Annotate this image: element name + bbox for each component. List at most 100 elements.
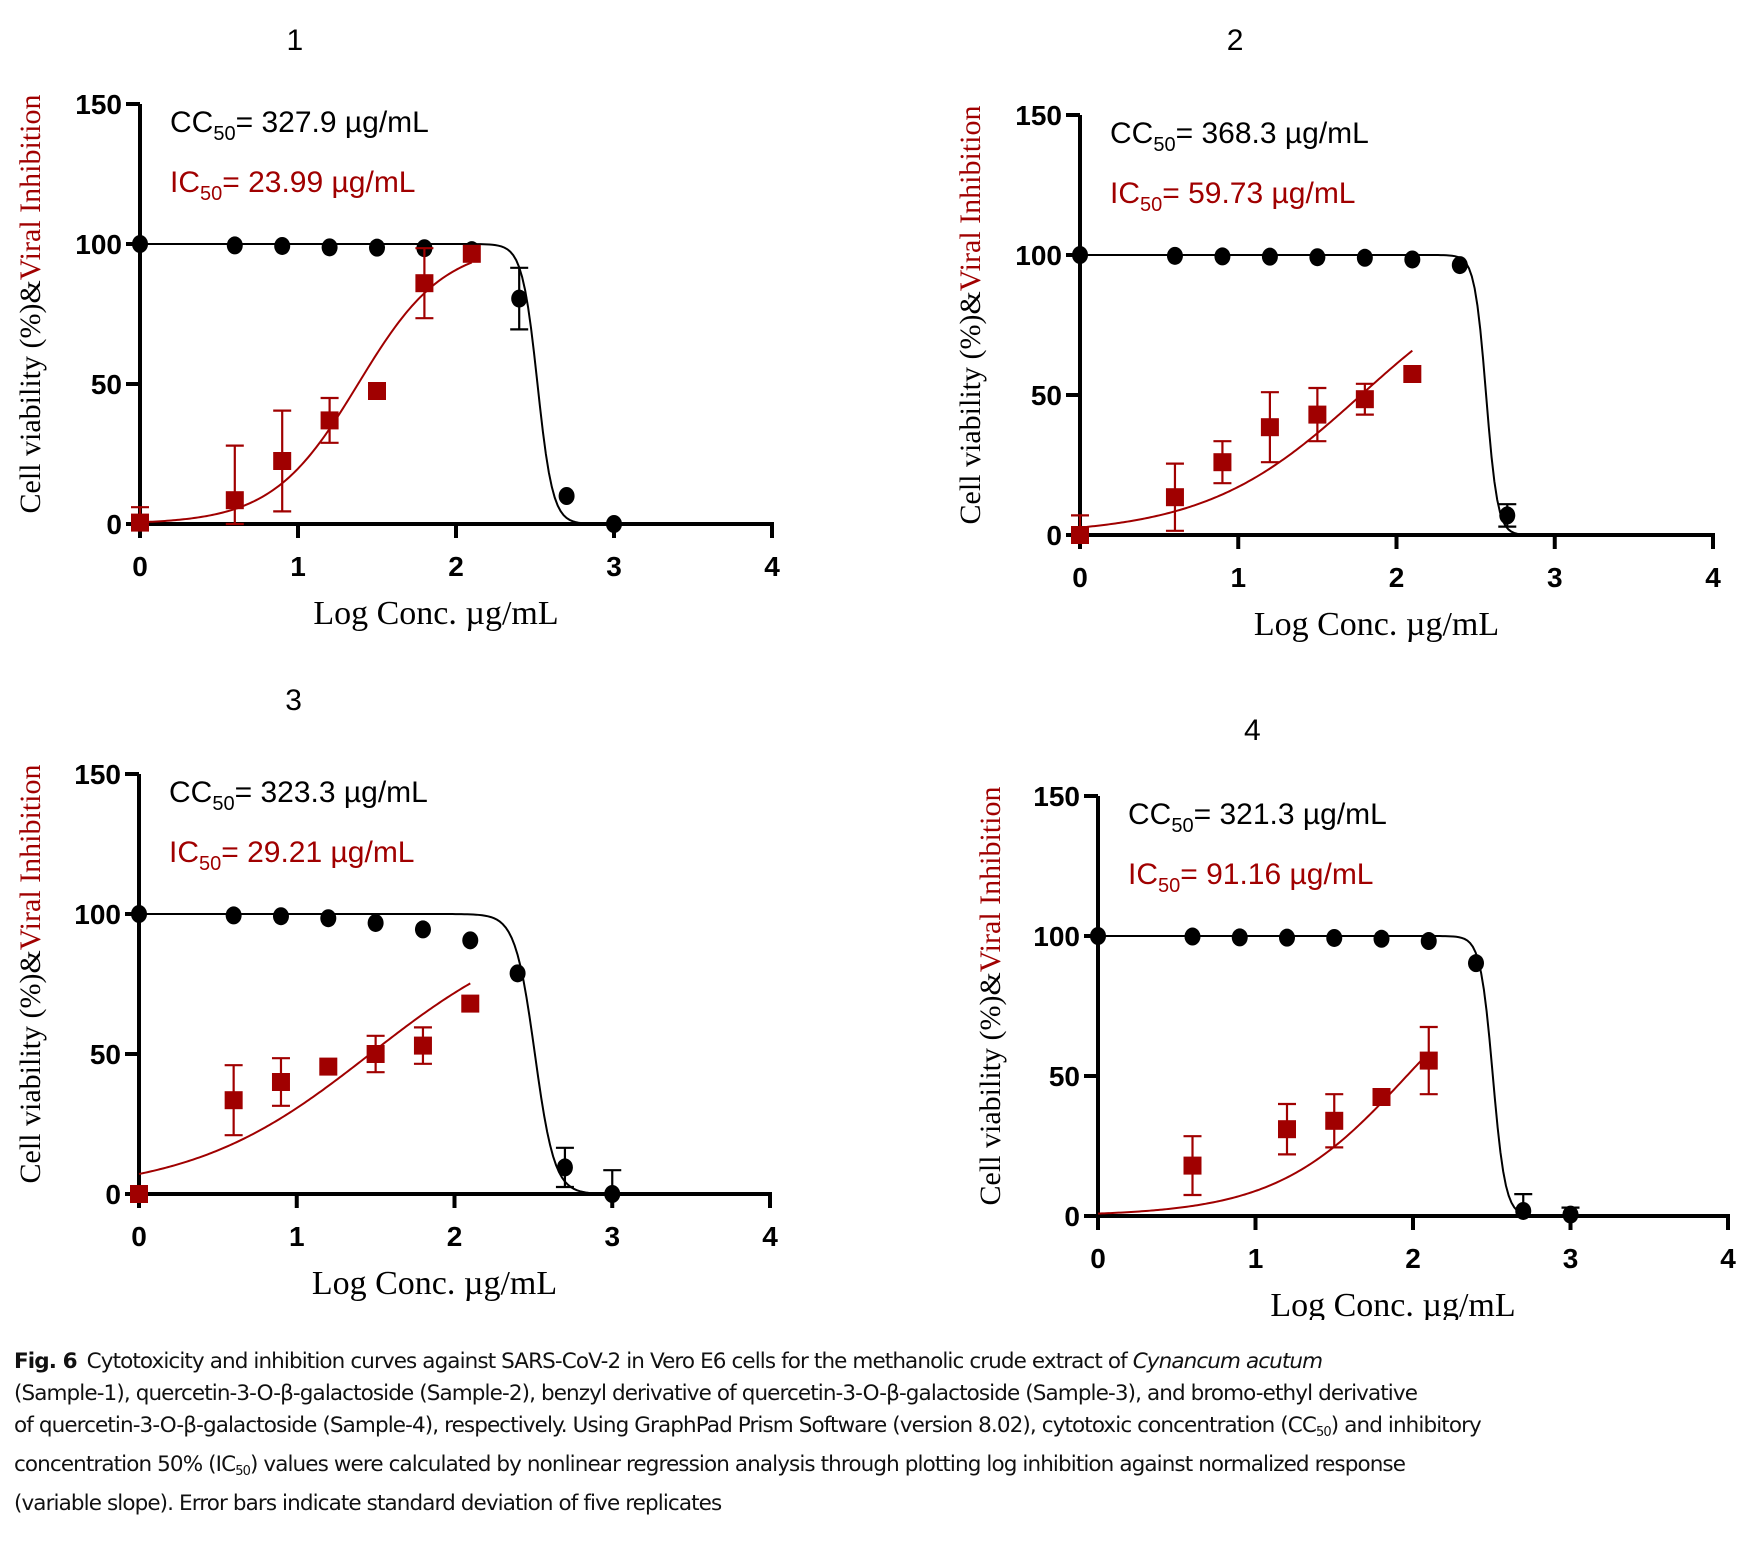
x-tick-label: 4: [764, 551, 780, 582]
viability-point: [1214, 247, 1231, 266]
ic50-annotation: IC50= 91.16 µg/mL: [1128, 858, 1374, 897]
x-tick-label: 1: [1230, 562, 1246, 593]
cc50-annotation: CC50= 321.3 µg/mL: [1128, 798, 1387, 837]
inhibition-fit-curve: [138, 982, 471, 1175]
inhibition-point: [131, 513, 149, 532]
ic50-annotation: IC50= 23.99 µg/mL: [170, 166, 416, 205]
viability-point: [1072, 246, 1088, 264]
inhibition-fit-curve: [139, 261, 473, 524]
viability-point: [1420, 932, 1437, 951]
panel-title: 3: [285, 684, 302, 717]
viability-point: [1184, 927, 1201, 946]
inhibition-point: [461, 994, 480, 1013]
viability-point: [606, 515, 622, 533]
figure-caption: Fig. 6 Cytotoxicity and inhibition curves…: [14, 1346, 1754, 1520]
x-tick-label: 2: [448, 551, 464, 582]
x-tick-label: 1: [290, 551, 306, 582]
y-tick-label: 150: [74, 759, 121, 790]
x-axis-title: Log Conc. µg/mL: [312, 1265, 557, 1302]
viability-point: [1309, 248, 1326, 267]
x-tick-label: 0: [1072, 562, 1088, 593]
y-tick-label: 100: [1033, 921, 1080, 952]
x-tick-label: 4: [762, 1221, 778, 1252]
y-tick-label: 0: [1064, 1201, 1080, 1232]
chart-panel-3: 3 0 50 100 150 0 1 2 3 4 Log Conc. µg/mL Cell viabi…: [14, 684, 778, 1302]
viability-point: [1231, 928, 1248, 947]
inhibition-point: [1071, 526, 1089, 544]
inhibition-point: [271, 1073, 290, 1091]
x-tick-label: 3: [1547, 562, 1563, 593]
y-tick-label: 150: [1033, 781, 1080, 812]
inhibition-point: [462, 244, 481, 263]
caption-line-4: concentration 50% (IC50) values were cal…: [14, 1452, 1406, 1479]
viability-point: [462, 931, 479, 950]
viability-point: [1468, 954, 1484, 973]
y-axis-title-inhibition: Viral Inhibition: [14, 95, 47, 281]
x-tick-label: 2: [447, 1221, 463, 1252]
viability-point: [1356, 248, 1373, 267]
y-tick-label: 50: [1049, 1061, 1080, 1092]
inhibition-point: [224, 1091, 243, 1110]
chart-panel-1: 1 0 50 100 150 0 1 2 3 4 Log Conc. µg/mL Cell viabi…: [14, 24, 780, 632]
viability-fit-curve: [1098, 935, 1540, 1217]
cc50-annotation: CC50= 368.3 µg/mL: [1110, 117, 1369, 156]
species-name: Cynancum acutum: [1132, 1349, 1323, 1374]
viability-point: [274, 236, 291, 255]
cc50-annotation: CC50= 327.9 µg/mL: [170, 106, 429, 145]
inhibition-point: [1308, 405, 1327, 424]
panel-title: 1: [286, 24, 303, 57]
inhibition-point: [320, 411, 339, 430]
inhibition-error-bar: [225, 444, 244, 526]
x-tick-label: 2: [1389, 562, 1405, 593]
viability-point: [226, 236, 243, 255]
viability-point: [1373, 929, 1390, 948]
inhibition-point: [415, 274, 434, 293]
inhibition-point: [1355, 390, 1374, 409]
y-axis-title-viability: Cell viability (%)&: [14, 950, 47, 1183]
viability-point: [509, 964, 526, 983]
x-tick-label: 0: [1090, 1243, 1106, 1274]
viability-point: [272, 907, 289, 926]
inhibition-point: [319, 1057, 338, 1076]
viability-point: [1499, 506, 1516, 525]
caption-line-5: (variable slope). Error bars indicate st…: [14, 1491, 722, 1516]
viability-point: [511, 289, 528, 308]
y-tick-label: 0: [1046, 520, 1062, 551]
x-tick-label: 4: [1720, 1243, 1736, 1274]
panel-title: 4: [1244, 714, 1261, 747]
viability-point: [132, 235, 148, 253]
y-tick-label: 0: [105, 1179, 121, 1210]
y-axis-title-viability: Cell viability (%)&: [974, 972, 1007, 1205]
inhibition-point: [1372, 1088, 1391, 1106]
y-axis-title-inhibition: Viral Inhibition: [954, 106, 987, 292]
y-tick-label: 100: [74, 899, 121, 930]
x-tick-label: 4: [1705, 562, 1721, 593]
inhibition-point: [1213, 453, 1232, 472]
inhibition-point: [1260, 418, 1279, 437]
viability-point: [604, 1185, 621, 1203]
viability-point: [1326, 928, 1343, 947]
y-tick-label: 0: [106, 509, 122, 540]
y-axis-title: Cell viability (%)&Viral Inhibition: [14, 765, 47, 1184]
inhibition-point: [1419, 1051, 1438, 1070]
y-tick-label: 50: [1031, 380, 1062, 411]
viability-point: [1279, 928, 1295, 947]
y-axis-title: Cell viability (%)&Viral Inhibition: [954, 106, 987, 525]
x-tick-label: 3: [1563, 1243, 1579, 1274]
y-tick-label: 150: [1015, 100, 1062, 131]
y-tick-label: 50: [91, 369, 122, 400]
viability-point: [414, 920, 431, 939]
inhibition-point: [366, 1045, 385, 1063]
inhibition-fit-curve: [1097, 1051, 1430, 1215]
x-axis-title: Log Conc. µg/mL: [313, 595, 558, 632]
viability-point: [1451, 256, 1468, 275]
viability-point: [1562, 1205, 1579, 1224]
inhibition-point: [413, 1036, 432, 1055]
inhibition-point: [1403, 365, 1422, 383]
viability-point: [558, 487, 575, 505]
cc50-annotation: CC50= 323.3 µg/mL: [169, 776, 428, 815]
viability-point: [367, 913, 384, 932]
inhibition-point: [1325, 1111, 1344, 1130]
x-tick-label: 2: [1405, 1243, 1421, 1274]
